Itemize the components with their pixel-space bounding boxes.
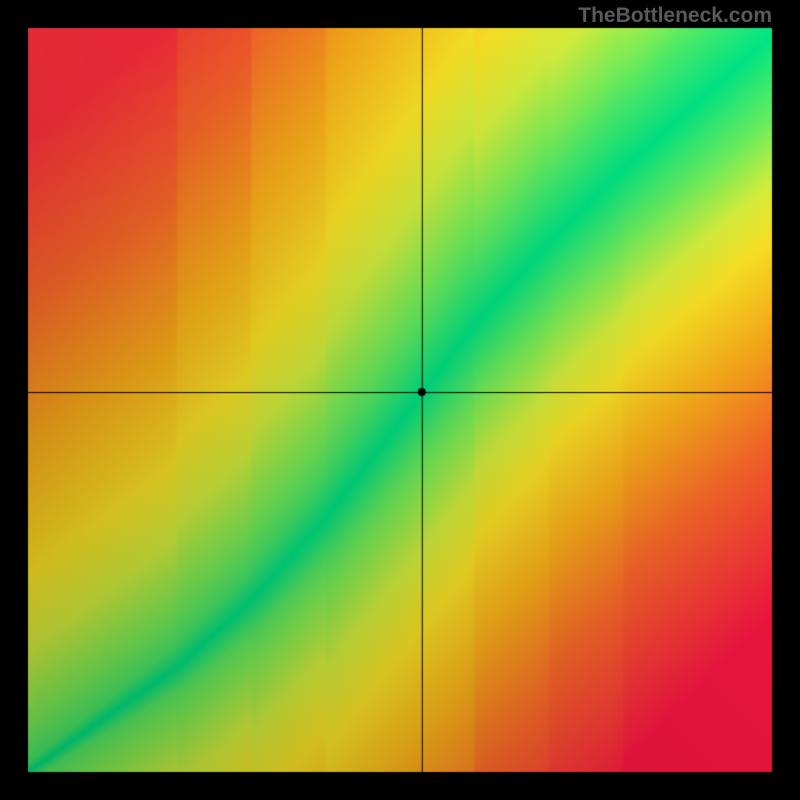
chart-container: { "watermark": { "text": "TheBottleneck.…: [0, 0, 800, 800]
watermark-text: TheBottleneck.com: [578, 4, 772, 28]
bottleneck-heatmap: [0, 0, 800, 800]
